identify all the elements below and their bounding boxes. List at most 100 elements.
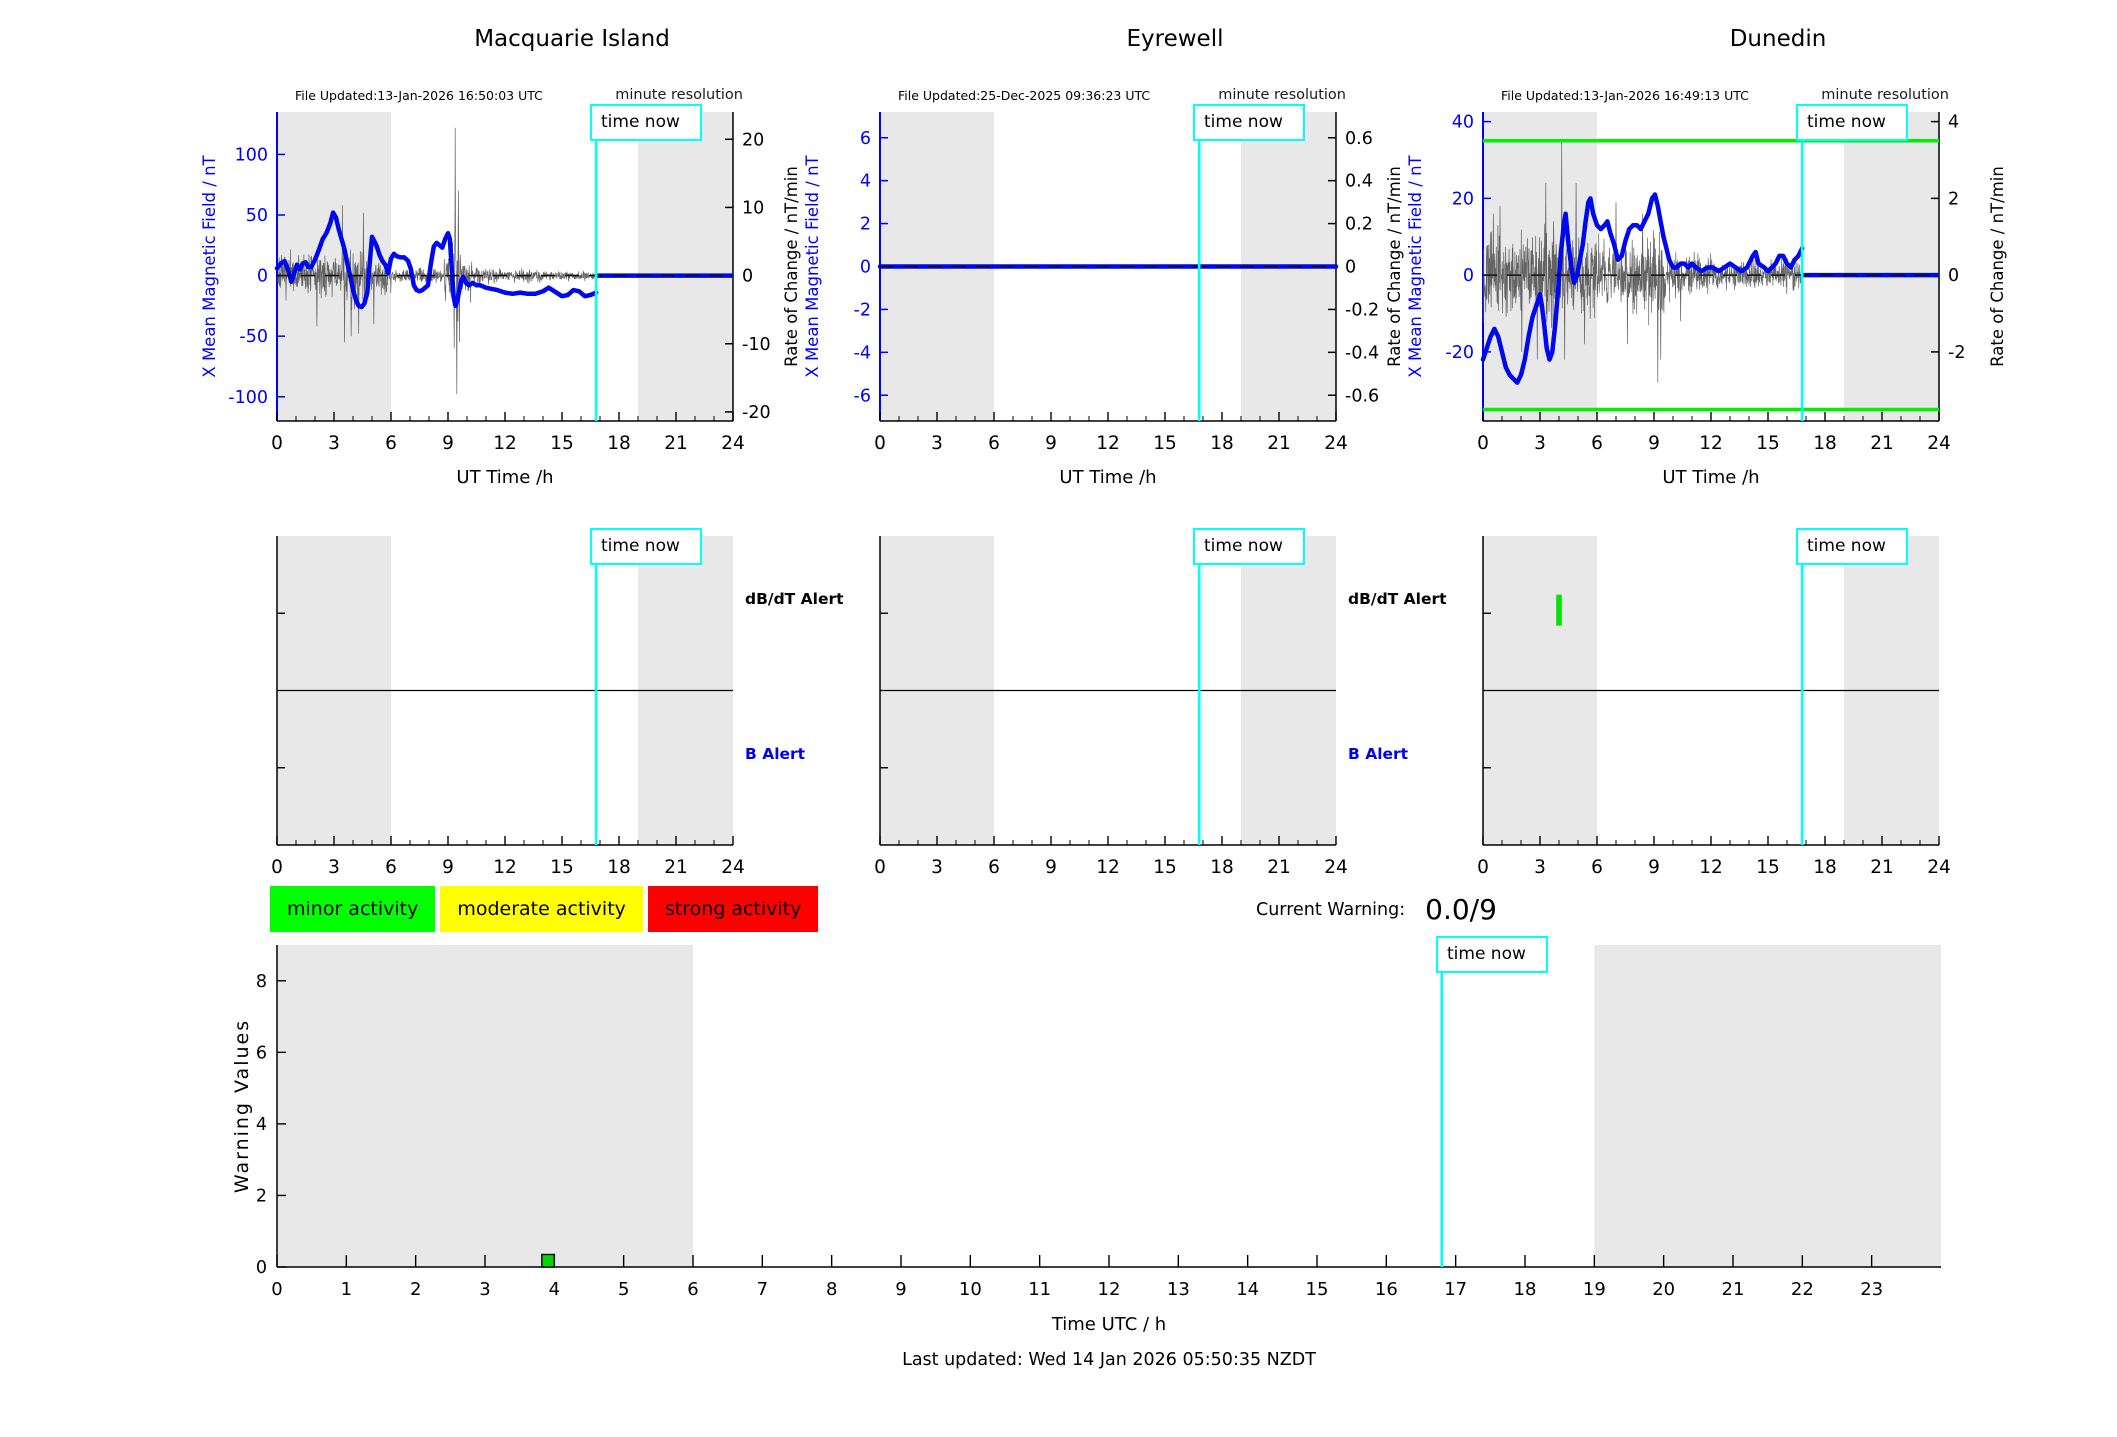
y-tick-label-right: 2 (1948, 189, 1959, 209)
time-now-flag: time now (1796, 528, 1908, 565)
x-tick-label: 9 (895, 1279, 906, 1300)
y-tick-label-right: -0.2 (1345, 300, 1379, 320)
file-updated-label: File Updated:13-Jan-2026 16:50:03 UTC (295, 88, 543, 103)
y-tick-label-right: 10 (742, 198, 764, 218)
x-tick-label: 18 (1210, 433, 1234, 454)
x-tick-label: 9 (1045, 433, 1057, 454)
activity-legend: minor activity moderate activity strong … (270, 886, 819, 932)
y-tick-label-left: -20 (1445, 343, 1474, 363)
y-tick-label-right: -20 (742, 403, 771, 423)
b-alert-label: B Alert (745, 745, 806, 763)
y-tick-label-left: -4 (854, 343, 871, 363)
x-tick-label: 21 (664, 857, 688, 878)
minute-resolution-line (1482, 140, 1803, 383)
x-tick-label: 9 (1648, 857, 1660, 878)
time-now-flag: time now (1796, 104, 1908, 141)
x-tick-label: 11 (1028, 1279, 1051, 1300)
y-tick-label-left: 0 (1463, 266, 1474, 286)
y-tick-label-left: 20 (1452, 189, 1474, 209)
time-now-flag: time now (1193, 528, 1305, 565)
file-updated-label: File Updated:13-Jan-2026 16:49:13 UTC (1501, 88, 1749, 103)
minute-resolution-label: minute resolution (615, 87, 743, 103)
y-axis-title-right: Rate of Change / nT/min (1385, 166, 1404, 367)
alert-event-mark (1556, 594, 1562, 626)
warning-bar (541, 1253, 556, 1268)
time-now-flag: time now (1436, 936, 1548, 973)
x-tick-label: 12 (1096, 857, 1120, 878)
legend-minor-activity: minor activity (270, 886, 436, 932)
alert-chart-dunedin: 0 3 6 9 12 15 18 21 24 (1477, 536, 1951, 878)
x-tick-label: 6 (1591, 857, 1603, 878)
x-tick-label: 19 (1583, 1279, 1606, 1300)
current-warning: Current Warning: 0.0/9 (1256, 893, 1497, 927)
time-now-flag: time now (590, 104, 702, 141)
x-tick-label: 6 (687, 1279, 698, 1300)
y-tick-label-left: 4 (860, 172, 871, 192)
x-tick-label: 6 (988, 433, 1000, 454)
x-tick-label: 0 (271, 433, 283, 454)
x-tick-label: 6 (385, 857, 397, 878)
night-shade (1594, 945, 1941, 1267)
x-tick-label: 3 (1534, 857, 1546, 878)
x-tick-label: 0 (874, 433, 886, 454)
x-tick-label: 15 (1306, 1279, 1329, 1300)
x-tick-label: 12 (1098, 1279, 1121, 1300)
x-tick-label: 21 (1870, 433, 1894, 454)
x-tick-label: 8 (826, 1279, 837, 1300)
x-tick-label: 23 (1860, 1279, 1883, 1300)
y-tick-label-left: -2 (854, 300, 871, 320)
x-axis-title: UT Time /h (1662, 467, 1759, 488)
y-tick-label-right: 0.2 (1345, 215, 1373, 235)
minute-resolution-label: minute resolution (1218, 87, 1346, 103)
x-tick-label: 18 (1514, 1279, 1537, 1300)
y-tick-label: 6 (256, 1043, 267, 1063)
file-updated-label: File Updated:25-Dec-2025 09:36:23 UTC (898, 88, 1151, 103)
x-tick-label: 9 (442, 857, 454, 878)
x-tick-label: 14 (1236, 1279, 1259, 1300)
y-axis-title-left: X Mean Magnetic Field / nT (1406, 154, 1425, 377)
x-tick-label: 13 (1167, 1279, 1190, 1300)
mean-field-line (274, 210, 599, 310)
x-tick-label: 21 (1870, 857, 1894, 878)
x-tick-label: 18 (607, 857, 631, 878)
x-tick-label: 16 (1375, 1279, 1398, 1300)
y-tick-label-right: 0 (1948, 266, 1959, 286)
x-tick-label: 24 (1324, 857, 1348, 878)
x-tick-label: 1 (341, 1279, 352, 1300)
legend-moderate-activity: moderate activity (440, 886, 643, 932)
y-axis-title-left: X Mean Magnetic Field / nT (803, 154, 822, 377)
night-shade (277, 945, 693, 1267)
x-axis-title: UT Time /h (456, 467, 553, 488)
y-tick-label-left: 6 (860, 129, 871, 149)
y-tick-label-right: 4 (1948, 113, 1959, 133)
x-tick-label: 3 (479, 1279, 490, 1300)
x-tick-label: 12 (1699, 433, 1723, 454)
last-updated-text: Last updated: Wed 14 Jan 2026 05:50:35 N… (902, 1350, 1316, 1370)
station-title-eyrewell: Eyrewell (1126, 26, 1224, 52)
x-tick-label: 12 (1096, 433, 1120, 454)
x-tick-label: 18 (1813, 433, 1837, 454)
y-axis-title-right: Rate of Change / nT/min (1988, 166, 2007, 367)
x-tick-label: 24 (1927, 857, 1951, 878)
x-tick-label: 12 (1699, 857, 1723, 878)
y-tick-label-left: 2 (860, 215, 871, 235)
x-tick-label: 3 (931, 857, 943, 878)
y-axis-title-left: X Mean Magnetic Field / nT (200, 154, 219, 377)
x-tick-label: 24 (721, 433, 745, 454)
x-tick-label: 15 (550, 857, 574, 878)
station-title-macquarie: Macquarie Island (474, 26, 670, 52)
dbdt-alert-label: dB/dT Alert (745, 590, 844, 608)
x-tick-label: 12 (493, 433, 517, 454)
mean-field-line (1480, 192, 1805, 385)
y-tick-label-left: -6 (854, 386, 871, 406)
x-tick-label: 0 (271, 857, 283, 878)
y-tick-label-right: 0.6 (1345, 129, 1373, 149)
alert-chart-macquarie: 0 3 6 9 12 15 18 21 24 (271, 536, 745, 878)
y-tick-label-right: -2 (1948, 343, 1965, 363)
y-axis-title-right: Rate of Change / nT/min (782, 166, 801, 367)
b-alert-label: B Alert (1348, 745, 1409, 763)
x-tick-label: 15 (1153, 857, 1177, 878)
magnetogram-chart-eyrewell: 0 3 6 9 12 15 18 21 24 6 4 2 0 -2 -4 -6 0.6 0.4 0.2 0 -0.2 -0… (803, 112, 1404, 488)
